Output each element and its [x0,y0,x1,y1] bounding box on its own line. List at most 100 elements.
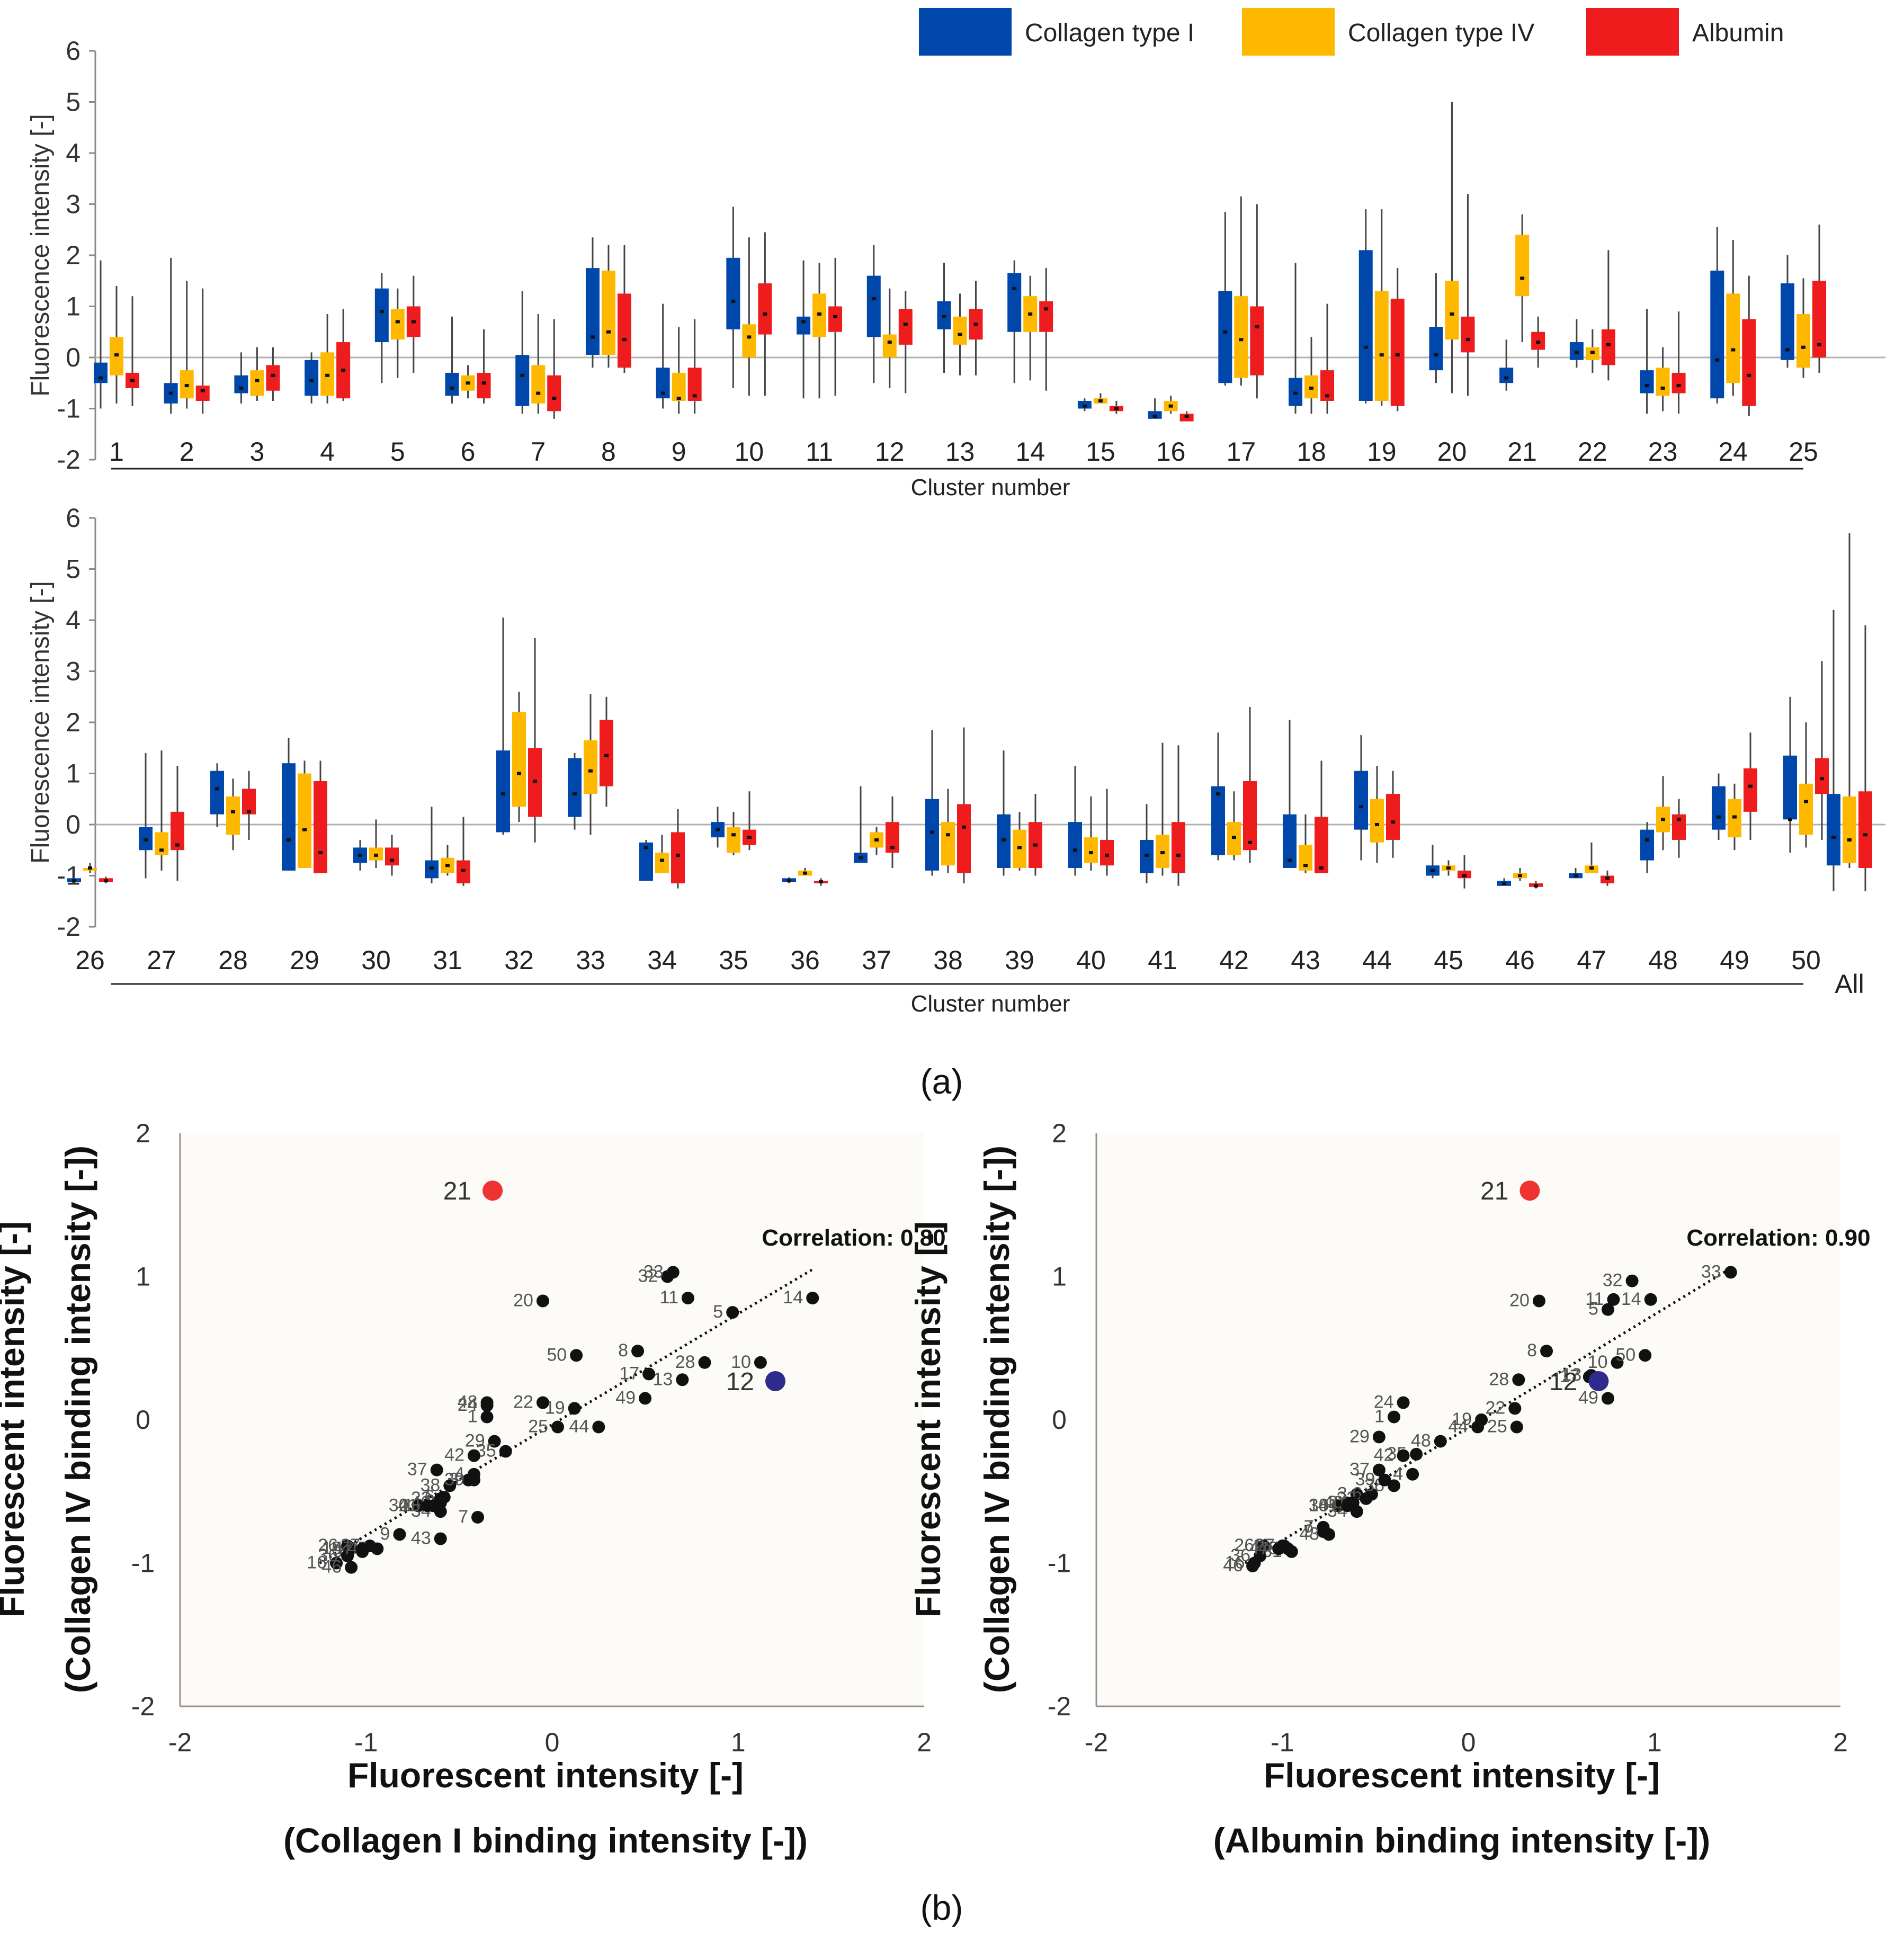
scatter-point-47: 47 [333,1538,369,1558]
box-median [1248,840,1252,844]
box-median [247,810,251,813]
box-collagen-i [234,375,248,393]
box-median [588,769,593,773]
box-albumin [1250,306,1264,375]
box-median [1644,384,1649,388]
highlight-point [765,1371,785,1391]
cluster-tick-label: 12 [875,437,905,467]
box-median [731,299,736,303]
cluster-46: 46 [1497,868,1543,975]
scatter-point-26: 26 [1234,1535,1271,1555]
scatter-point [1510,1420,1523,1434]
box-median [1028,312,1033,316]
box-median [1465,338,1470,342]
box-albumin [1039,301,1053,332]
box-collagen-i [374,288,389,343]
scatter-point-26: 26 [318,1535,354,1555]
box-median [622,338,627,342]
point-label: 40 [1324,1492,1344,1513]
point-label: 26 [318,1535,338,1555]
cluster-tick-label: 2 [180,437,194,467]
scatter-point-37: 37 [1349,1460,1385,1480]
box-collagen-i [1783,755,1797,820]
box-median [1232,836,1236,839]
cluster-tick-label: 48 [1648,945,1678,975]
cluster-tick-label: 22 [1578,437,1607,467]
cluster-tick-label: 8 [601,437,616,467]
box-albumin [898,309,913,345]
x-axis-title: Fluorescent intensity [-] [1264,1756,1660,1795]
box-median [1325,394,1330,398]
box-median [1590,351,1595,354]
box-median [1677,818,1681,821]
point-label: 49 [1578,1388,1598,1408]
cluster-tick-label: 39 [1005,945,1034,975]
cluster-tick-label: All [1835,969,1864,999]
box-median [1223,330,1228,334]
box-median [239,386,244,390]
scatter-point-25: 25 [1487,1417,1523,1437]
box-median [1732,815,1737,819]
point-label: 32 [638,1266,658,1286]
y-tick-label: 2 [66,708,81,737]
point-label: 48 [1411,1431,1431,1451]
cluster-44: 44 [1354,735,1400,975]
y-tick-label: 1 [136,1262,150,1292]
scatter-point-7: 7 [458,1507,484,1527]
cluster-tick-label: 42 [1219,945,1249,975]
box-median [1017,846,1022,849]
point-label: 48 [458,1392,478,1412]
box-collagen-i [1640,829,1654,861]
box-albumin [314,781,327,873]
box-collagen-i [1211,786,1225,855]
y-tick-label: 4 [66,605,81,635]
box-median [533,779,537,783]
box-median [1379,353,1384,357]
box-median [1450,312,1454,316]
scatter-point-48: 48 [458,1392,494,1412]
scatter-point [1254,1549,1267,1562]
cluster-tick-label: 30 [361,945,391,975]
point-label: 25 [528,1417,548,1437]
highlight-label: 21 [443,1177,471,1205]
cluster-tick-label: 28 [218,945,248,975]
y-tick-label: 3 [66,190,81,219]
box-collagen-i [94,362,108,383]
box-collagen-iv [882,334,897,357]
scatter-point-50: 50 [547,1345,583,1365]
box-median [1520,276,1525,280]
box-median [1363,345,1368,349]
cluster-23: 23 [1640,309,1686,467]
point-label: 39 [444,1470,464,1490]
box-collagen-iv [742,324,756,357]
scatter-point [1410,1447,1423,1461]
legend-swatch-3 [1586,8,1679,56]
panel-caption-b: (b) [920,1888,963,1927]
box-median [1114,407,1119,410]
y-axis-title: Fluorescent intensity [-] [908,1221,947,1617]
scatter-point-39: 39 [444,1470,480,1490]
cluster-27: 27 [139,750,184,975]
box-median [520,373,525,377]
box-median [787,879,791,883]
scatter-point [1625,1274,1639,1287]
box-median [716,828,720,831]
scatter-point [341,1549,354,1562]
point-label: 39 [1355,1470,1375,1490]
box-median [1502,881,1506,885]
legend-label-2: Collagen type IV [1348,19,1534,47]
scatter-point-5: 5 [713,1302,739,1322]
scatter-point-50: 50 [1615,1345,1652,1365]
box-median [1536,341,1541,344]
box-median [358,853,362,857]
cluster-36: 36 [782,868,828,975]
box-collagen-iv [250,370,264,396]
box-median [1748,784,1753,788]
box-median [184,384,189,388]
box-median [1168,404,1173,408]
scatter-point [1724,1266,1737,1279]
box-collagen-i [797,316,811,335]
box-median [430,866,434,870]
point-label: 29 [465,1431,485,1451]
